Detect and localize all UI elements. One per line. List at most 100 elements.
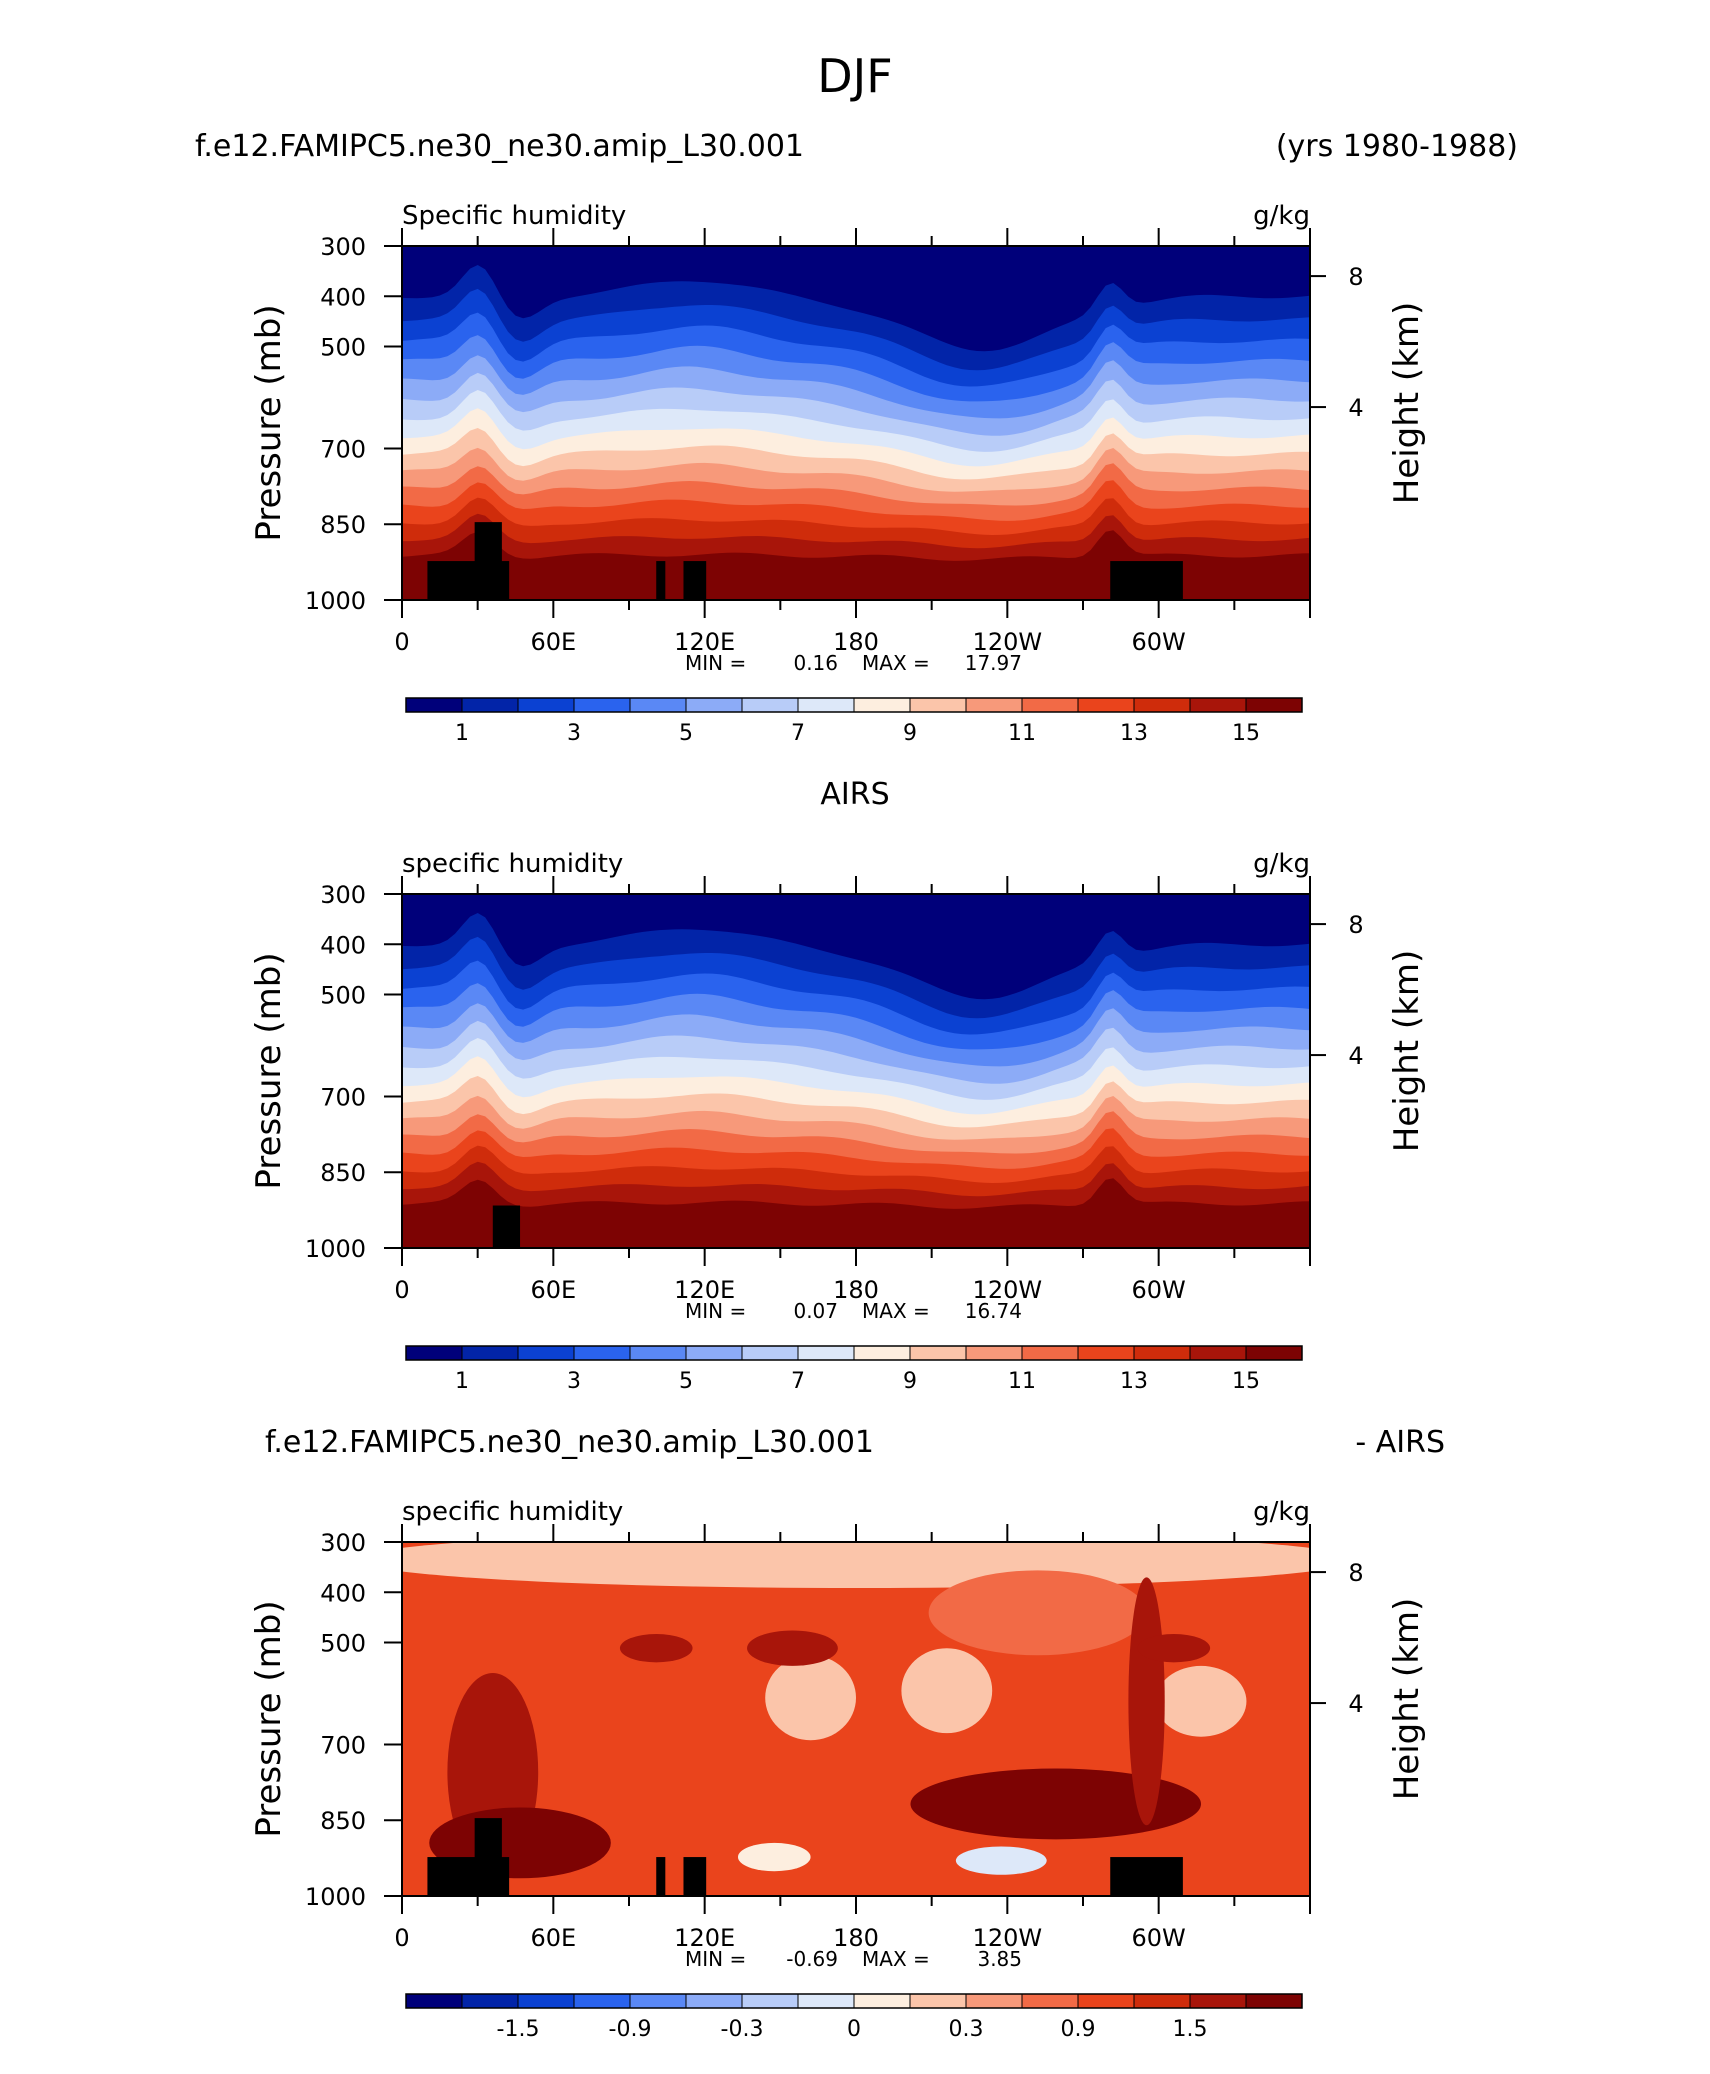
y-tick-label: 700 xyxy=(320,1731,366,1759)
x-tick-label: 180 xyxy=(833,628,879,656)
y-tick-label: 850 xyxy=(320,1807,366,1835)
y-axis-title: Pressure (mb) xyxy=(249,304,289,541)
contour-blob-1 xyxy=(765,1655,856,1741)
terrain-mask xyxy=(474,1818,502,1896)
x-tick-label: 120W xyxy=(973,628,1043,656)
max-value: 16.74 xyxy=(965,1299,1022,1323)
colorbar-swatch xyxy=(1133,1345,1191,1361)
contour-band-1 xyxy=(402,246,1310,352)
y-tick-label: 500 xyxy=(320,1630,366,1658)
y-axis-title-right: Height (km) xyxy=(1387,1598,1427,1801)
colorbar-label: -0.3 xyxy=(721,2017,764,2042)
x-tick-label: 0 xyxy=(394,1276,409,1304)
colorbar-swatch xyxy=(741,697,799,713)
x-tick-label: 60E xyxy=(530,1276,576,1304)
colorbar-label: 5 xyxy=(679,1369,693,1394)
colorbar-swatch xyxy=(965,1993,1023,2009)
contour-blob-10 xyxy=(747,1630,838,1666)
panel-title-center: AIRS xyxy=(820,777,889,812)
y-axis-title-right: Height (km) xyxy=(1387,950,1427,1153)
colorbar-swatch xyxy=(965,1345,1023,1361)
contour-blob-12 xyxy=(955,1846,1047,1875)
colorbar-swatch xyxy=(1021,1345,1079,1361)
contour-blob-3 xyxy=(1155,1665,1247,1737)
colorbar-label: -1.5 xyxy=(497,2017,540,2042)
colorbar-swatch xyxy=(1189,1345,1247,1361)
field xyxy=(402,894,1310,1248)
colorbar-label: 7 xyxy=(791,721,805,746)
y-tick-label: 300 xyxy=(320,233,366,261)
colorbar-label: 3 xyxy=(567,1369,581,1394)
x-tick-label: 60W xyxy=(1132,628,1186,656)
y-tick-label: 700 xyxy=(320,1083,366,1111)
terrain-mask xyxy=(683,1857,707,1896)
colorbar-label: 0.3 xyxy=(949,2017,984,2042)
colorbar-frame xyxy=(405,1993,1303,2009)
height-tick-label: 4 xyxy=(1348,394,1363,422)
panel-title-left: f.e12.FAMIPC5.ne30_ne30.amip_L30.001 xyxy=(195,129,804,164)
colorbar-swatch xyxy=(965,697,1023,713)
colorbar-label: 0 xyxy=(847,2017,861,2042)
panel-title-right: - AIRS xyxy=(1355,1425,1445,1460)
x-tick-label: 0 xyxy=(394,628,409,656)
field xyxy=(402,246,1310,600)
contour-blob-11 xyxy=(1137,1634,1211,1663)
colorbar-label: 1 xyxy=(455,721,469,746)
variable-label: specific humidity xyxy=(402,1497,623,1527)
x-tick-label: 60W xyxy=(1132,1924,1186,1952)
colorbar-label: -0.9 xyxy=(609,2017,652,2042)
y-tick-label: 400 xyxy=(320,283,366,311)
panel-title-right: (yrs 1980-1988) xyxy=(1276,129,1518,164)
height-tick-label: 8 xyxy=(1348,263,1363,291)
colorbar-label: 11 xyxy=(1008,721,1036,746)
y-tick-label: 850 xyxy=(320,511,366,539)
figure-title: DJF xyxy=(817,49,892,103)
colorbar-swatch xyxy=(797,1993,855,2009)
colorbar-swatch xyxy=(1189,1993,1247,2009)
height-tick-label: 8 xyxy=(1348,911,1363,939)
terrain-mask xyxy=(474,522,502,600)
colorbar-swatch xyxy=(909,697,967,713)
colorbar-swatch xyxy=(405,1345,463,1361)
terrain-mask xyxy=(656,1857,666,1896)
colorbar-swatch xyxy=(629,1993,687,2009)
y-tick-label: 500 xyxy=(320,982,366,1010)
colorbar-swatch xyxy=(685,1345,743,1361)
y-axis-title-right: Height (km) xyxy=(1387,302,1427,505)
min-value: 0.07 xyxy=(793,1299,838,1323)
colorbar-swatch xyxy=(629,1345,687,1361)
max-value: 17.97 xyxy=(965,651,1022,675)
colorbar-label: 3 xyxy=(567,721,581,746)
height-tick-label: 4 xyxy=(1348,1042,1363,1070)
y-tick-label: 300 xyxy=(320,1529,366,1557)
colorbar-label: 9 xyxy=(903,1369,917,1394)
colorbar-swatch xyxy=(1021,1993,1079,2009)
colorbar-label: 13 xyxy=(1120,721,1148,746)
y-tick-label: 700 xyxy=(320,435,366,463)
max-label: MAX = xyxy=(862,1947,930,1971)
colorbar-swatch xyxy=(1189,697,1247,713)
colorbar-swatch xyxy=(909,1345,967,1361)
colorbar-swatch xyxy=(1133,1993,1191,2009)
y-axis-title: Pressure (mb) xyxy=(249,1600,289,1837)
colorbar-swatch xyxy=(685,1993,743,2009)
max-label: MAX = xyxy=(862,1299,930,1323)
colorbar-swatch xyxy=(797,697,855,713)
colorbar-label: 1.5 xyxy=(1173,2017,1208,2042)
colorbar-frame xyxy=(405,697,1303,713)
colorbar-label: 11 xyxy=(1008,1369,1036,1394)
colorbar-label: 1 xyxy=(455,1369,469,1394)
panel-3: f.e12.FAMIPC5.ne30_ne30.amip_L30.001 - AI… xyxy=(249,1425,1445,2042)
min-label: MIN = xyxy=(685,1299,746,1323)
colorbar-frame xyxy=(405,1345,1303,1361)
y-tick-label: 1000 xyxy=(305,587,366,615)
colorbar-swatch xyxy=(741,1993,799,2009)
colorbar-label: 13 xyxy=(1120,1369,1148,1394)
y-axis-title: Pressure (mb) xyxy=(249,952,289,1189)
y-tick-label: 300 xyxy=(320,881,366,909)
colorbar-swatch xyxy=(1245,697,1303,713)
colorbar-swatch xyxy=(1077,1345,1135,1361)
x-tick-label: 120E xyxy=(674,628,735,656)
colorbar-swatch xyxy=(1077,697,1135,713)
